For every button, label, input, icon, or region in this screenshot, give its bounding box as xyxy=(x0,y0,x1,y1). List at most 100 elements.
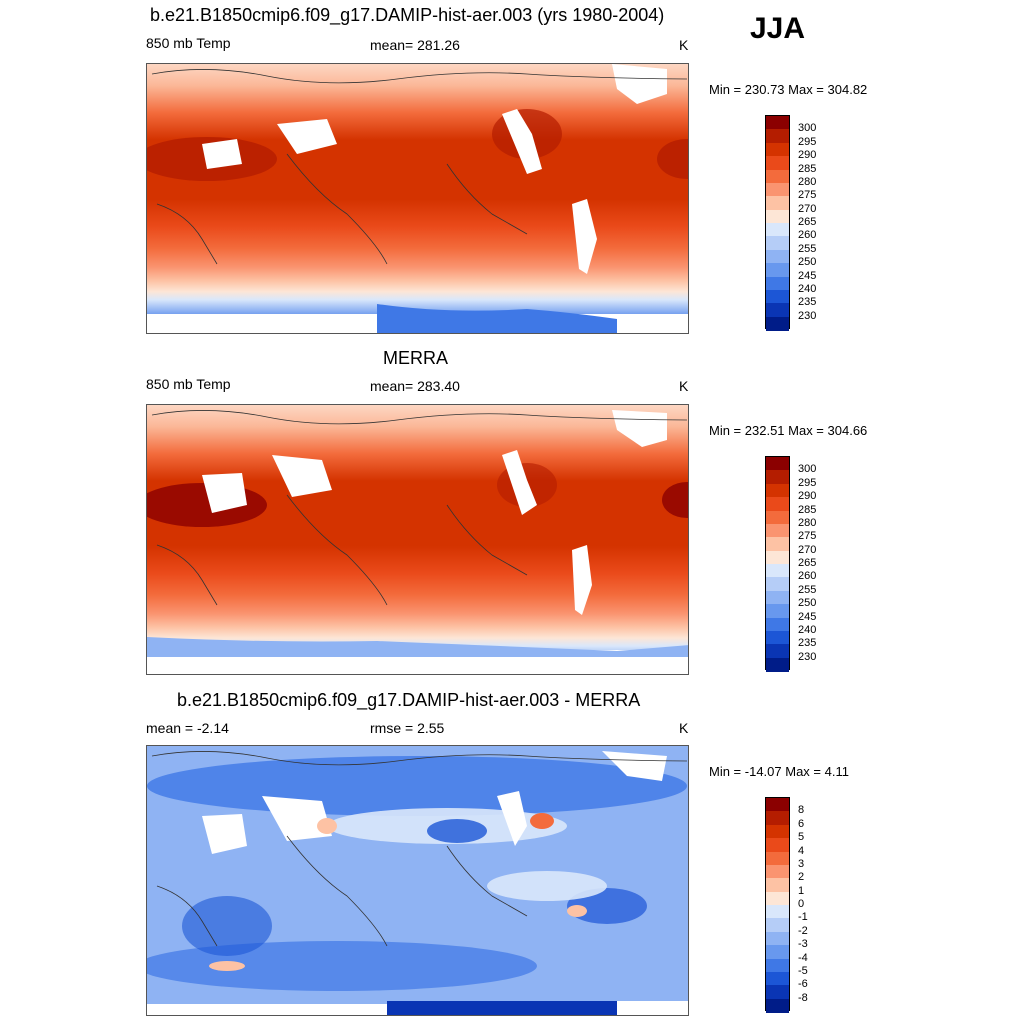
colorbar-swatch xyxy=(766,838,789,852)
colorbar-swatch xyxy=(766,985,789,1000)
units-label-model: K xyxy=(679,37,689,53)
colorbar-swatch xyxy=(766,249,789,264)
units-label-obs: K xyxy=(679,378,689,394)
colorbar-tick-label: 235 xyxy=(798,296,817,309)
colorbar-swatch xyxy=(766,276,789,291)
rmse-label-diff: rmse = 2.55 xyxy=(370,720,445,736)
colorbar-tick-label: 280 xyxy=(798,175,817,188)
colorbar-tick-label: 4 xyxy=(798,844,805,857)
colorbar-swatch xyxy=(766,958,789,973)
colorbar-swatch xyxy=(766,851,789,866)
colorbar-swatch xyxy=(766,905,789,919)
colorbar-tick-label: 250 xyxy=(798,597,817,610)
colorbar-tick-label: -2 xyxy=(798,924,808,937)
colorbar-tick-label: 245 xyxy=(798,610,817,623)
colorbar-swatch xyxy=(766,510,789,525)
colorbar-tick-label: -8 xyxy=(798,991,808,1004)
colorbar-tick-label: 230 xyxy=(798,309,817,322)
colorbar-tick-label: 240 xyxy=(798,282,817,295)
minmax-diff: Min = -14.07 Max = 4.11 xyxy=(709,764,849,779)
colorbar-tick-label: -5 xyxy=(798,964,808,977)
colorbar-swatch xyxy=(766,142,789,157)
colorbar-tick-label: 280 xyxy=(798,516,817,529)
variable-label-obs: 850 mb Temp xyxy=(146,376,231,392)
colorbar-tick-label: 255 xyxy=(798,583,817,596)
colorbar-tick-label: 270 xyxy=(798,543,817,556)
colorbar-swatch xyxy=(766,470,789,485)
colorbar-tick-label: 8 xyxy=(798,804,805,817)
colorbar-swatch xyxy=(766,971,789,986)
colorbar-tick-label: 270 xyxy=(798,202,817,215)
colorbar-swatch xyxy=(766,303,789,318)
colorbar-tick-label: 275 xyxy=(798,189,817,202)
colorbar-swatch xyxy=(766,236,789,251)
colorbar-tick-label: 300 xyxy=(798,122,817,135)
colorbar-tick-label: 6 xyxy=(798,817,805,830)
colorbar-tick-label: 300 xyxy=(798,463,817,476)
colorbar-swatch xyxy=(766,864,789,879)
colorbar-swatch xyxy=(766,604,789,618)
colorbar-tick-label: 295 xyxy=(798,135,817,148)
colorbar-swatch xyxy=(766,289,789,304)
colorbar-tick-label: 245 xyxy=(798,269,817,282)
colorbar-swatch xyxy=(766,617,789,632)
colorbar-tick-label: 260 xyxy=(798,229,817,242)
colorbar-obs xyxy=(765,456,790,672)
colorbar-swatch xyxy=(766,169,789,184)
colorbar-swatch xyxy=(766,156,789,170)
colorbar-swatch xyxy=(766,316,789,331)
colorbar-tick-label: 240 xyxy=(798,623,817,636)
colorbar-swatch xyxy=(766,550,789,565)
colorbar-swatch xyxy=(766,182,789,197)
colorbar-swatch xyxy=(766,891,789,906)
map-obs xyxy=(146,404,689,675)
colorbar-swatch xyxy=(766,798,789,812)
panel-title-model: b.e21.B1850cmip6.f09_g17.DAMIP-hist-aer.… xyxy=(150,5,665,25)
colorbar-swatch xyxy=(766,657,789,672)
colorbar-tick-label: 260 xyxy=(798,570,817,583)
colorbar-swatch xyxy=(766,196,789,211)
colorbar-tick-label: 295 xyxy=(798,476,817,489)
colorbar-tick-label: -6 xyxy=(798,978,808,991)
colorbar-tick-label: 265 xyxy=(798,557,817,569)
colorbar-tick-label: 285 xyxy=(798,162,817,175)
season-label: JJA xyxy=(750,12,806,45)
colorbar-swatch xyxy=(766,209,789,224)
mean-label-model: mean= 281.26 xyxy=(370,37,460,53)
colorbar-swatch xyxy=(766,537,789,552)
colorbar-swatch xyxy=(766,263,789,277)
colorbar-swatch xyxy=(766,824,789,839)
colorbar-tick-label: 2 xyxy=(798,871,805,884)
colorbar-swatch xyxy=(766,577,789,592)
colorbar-tick-label: 290 xyxy=(798,149,817,162)
variable-label-model: 850 mb Temp xyxy=(146,35,231,51)
colorbar-swatch xyxy=(766,644,789,659)
colorbar-swatch xyxy=(766,223,789,237)
colorbar-tick-label: -4 xyxy=(798,951,808,964)
colorbar-tick-label: -3 xyxy=(798,938,808,951)
units-label-diff: K xyxy=(679,720,689,736)
colorbar-swatch xyxy=(766,457,789,471)
colorbar-diff xyxy=(765,797,790,1013)
colorbar-tick-label: 285 xyxy=(798,503,817,516)
colorbar-swatch xyxy=(766,590,789,605)
colorbar-tick-label: 290 xyxy=(798,490,817,503)
colorbar-swatch xyxy=(766,630,789,645)
colorbar-tick-label: -1 xyxy=(798,911,808,924)
mean-label-diff: mean = -2.14 xyxy=(146,720,229,736)
map-diff xyxy=(146,745,689,1016)
colorbar-tick-label: 255 xyxy=(798,242,817,255)
panel-title-diff: b.e21.B1850cmip6.f09_g17.DAMIP-hist-aer.… xyxy=(177,690,641,710)
colorbar-tick-label: 5 xyxy=(798,831,805,844)
colorbar-tick-label: 235 xyxy=(798,637,817,650)
colorbar-tick-label: 250 xyxy=(798,256,817,269)
colorbar-swatch xyxy=(766,116,789,130)
colorbar-swatch xyxy=(766,811,789,826)
mean-label-obs: mean= 283.40 xyxy=(370,378,460,394)
colorbar-tick-label: 1 xyxy=(798,884,805,897)
map-model xyxy=(146,63,689,334)
colorbar-swatch xyxy=(766,918,789,933)
panel-title-obs: MERRA xyxy=(383,348,449,368)
colorbar-tick-label: 3 xyxy=(798,857,805,870)
colorbar-tick-label: 230 xyxy=(798,650,817,663)
